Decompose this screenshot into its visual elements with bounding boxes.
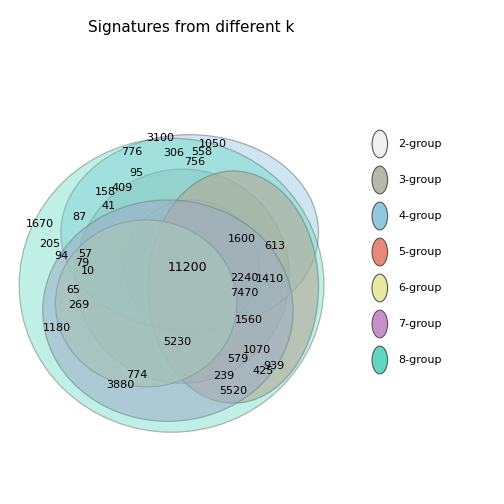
Text: 306: 306 bbox=[163, 148, 184, 158]
Text: 7-group: 7-group bbox=[398, 319, 442, 329]
Circle shape bbox=[372, 202, 388, 230]
Text: 1050: 1050 bbox=[199, 140, 227, 150]
Text: 5230: 5230 bbox=[163, 337, 191, 347]
Text: 776: 776 bbox=[121, 147, 142, 157]
Text: 3-group: 3-group bbox=[398, 175, 442, 185]
Text: 5-group: 5-group bbox=[398, 247, 442, 257]
Text: 6-group: 6-group bbox=[398, 283, 442, 293]
Ellipse shape bbox=[55, 220, 237, 387]
Text: 41: 41 bbox=[101, 201, 115, 211]
Text: 1410: 1410 bbox=[256, 274, 284, 284]
Text: 8-group: 8-group bbox=[398, 355, 442, 365]
Text: 4-group: 4-group bbox=[398, 211, 442, 221]
Text: 2-group: 2-group bbox=[398, 139, 442, 149]
Circle shape bbox=[372, 166, 388, 194]
Text: 1670: 1670 bbox=[26, 219, 54, 229]
Text: 7470: 7470 bbox=[230, 287, 259, 297]
Text: 239: 239 bbox=[213, 371, 234, 381]
Text: 94: 94 bbox=[54, 250, 69, 261]
Text: 613: 613 bbox=[265, 241, 285, 251]
Text: 756: 756 bbox=[184, 157, 206, 167]
Text: 10: 10 bbox=[81, 267, 95, 277]
Text: 79: 79 bbox=[75, 258, 89, 268]
Circle shape bbox=[372, 274, 388, 302]
Text: 57: 57 bbox=[79, 249, 93, 260]
Text: 1560: 1560 bbox=[235, 314, 263, 325]
Ellipse shape bbox=[43, 200, 293, 421]
Text: 425: 425 bbox=[253, 365, 274, 375]
Text: 11200: 11200 bbox=[168, 261, 208, 274]
Circle shape bbox=[372, 346, 388, 374]
Ellipse shape bbox=[76, 169, 289, 383]
Ellipse shape bbox=[148, 171, 319, 403]
Text: 1600: 1600 bbox=[228, 234, 257, 244]
Text: Signatures from different k: Signatures from different k bbox=[88, 20, 295, 35]
Ellipse shape bbox=[19, 138, 324, 432]
Text: 558: 558 bbox=[191, 147, 212, 157]
Circle shape bbox=[372, 238, 388, 266]
Text: 1180: 1180 bbox=[42, 323, 71, 333]
Text: 774: 774 bbox=[127, 370, 148, 380]
Text: 939: 939 bbox=[264, 361, 285, 371]
Text: 269: 269 bbox=[69, 300, 90, 310]
Text: 5520: 5520 bbox=[219, 386, 247, 396]
Text: 1070: 1070 bbox=[243, 345, 271, 355]
Ellipse shape bbox=[61, 135, 319, 331]
Text: 87: 87 bbox=[73, 212, 87, 222]
Text: 3880: 3880 bbox=[107, 380, 135, 390]
Text: 579: 579 bbox=[227, 354, 248, 363]
Text: 205: 205 bbox=[39, 238, 60, 248]
Text: 95: 95 bbox=[130, 168, 144, 178]
Text: 409: 409 bbox=[111, 183, 133, 193]
Text: 158: 158 bbox=[95, 186, 116, 197]
Text: 3100: 3100 bbox=[147, 133, 175, 143]
Circle shape bbox=[372, 310, 388, 338]
Circle shape bbox=[372, 130, 388, 158]
Text: 65: 65 bbox=[67, 285, 81, 295]
Ellipse shape bbox=[124, 200, 259, 334]
Text: 2240: 2240 bbox=[230, 273, 259, 283]
